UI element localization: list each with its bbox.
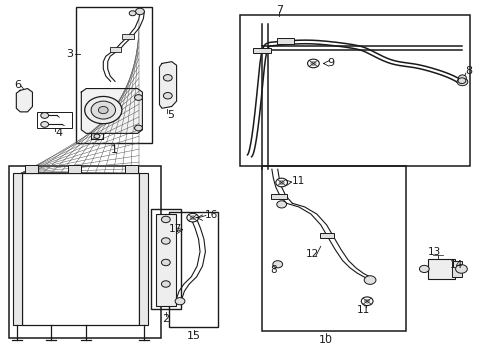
- Bar: [9, 166, 161, 338]
- Text: 16: 16: [205, 210, 219, 220]
- Circle shape: [163, 93, 172, 99]
- Bar: [452, 261, 463, 277]
- Circle shape: [419, 265, 429, 273]
- Circle shape: [129, 167, 135, 171]
- Text: 14: 14: [450, 260, 463, 270]
- Polygon shape: [81, 89, 143, 134]
- Bar: [169, 212, 218, 327]
- Text: 11: 11: [292, 176, 305, 186]
- Bar: [156, 214, 175, 306]
- Circle shape: [161, 216, 170, 223]
- Circle shape: [365, 299, 370, 303]
- Circle shape: [361, 297, 373, 306]
- Bar: [22, 173, 139, 325]
- Bar: [320, 233, 334, 238]
- Text: 3: 3: [67, 49, 74, 59]
- Bar: [76, 7, 152, 143]
- Text: 7: 7: [276, 5, 283, 15]
- Text: 9: 9: [327, 58, 334, 68]
- Text: 12: 12: [306, 248, 319, 258]
- Text: 1: 1: [111, 144, 118, 154]
- Text: 8: 8: [270, 265, 277, 275]
- Bar: [253, 48, 271, 53]
- Circle shape: [91, 101, 116, 119]
- Circle shape: [311, 62, 316, 66]
- Circle shape: [175, 298, 185, 305]
- Circle shape: [161, 281, 170, 287]
- Circle shape: [364, 276, 376, 284]
- Bar: [13, 173, 22, 325]
- Text: 13: 13: [428, 247, 441, 257]
- Circle shape: [277, 201, 287, 208]
- Circle shape: [135, 95, 143, 100]
- Circle shape: [41, 122, 49, 127]
- Polygon shape: [16, 89, 32, 112]
- Bar: [271, 194, 287, 199]
- Text: 11: 11: [357, 305, 370, 315]
- Circle shape: [456, 265, 467, 273]
- Text: 5: 5: [167, 111, 174, 121]
- Circle shape: [457, 78, 468, 86]
- Circle shape: [279, 181, 284, 184]
- Circle shape: [135, 125, 143, 131]
- Bar: [277, 39, 294, 44]
- Bar: [240, 15, 470, 166]
- Text: 15: 15: [187, 331, 201, 341]
- Circle shape: [161, 238, 170, 244]
- Bar: [125, 165, 139, 173]
- Circle shape: [459, 75, 466, 81]
- Bar: [37, 112, 72, 128]
- Text: 17: 17: [169, 225, 182, 234]
- Circle shape: [41, 113, 49, 118]
- Circle shape: [28, 167, 34, 171]
- Circle shape: [94, 134, 100, 138]
- Circle shape: [273, 261, 283, 268]
- Circle shape: [129, 11, 136, 16]
- Circle shape: [136, 8, 145, 15]
- Circle shape: [72, 167, 77, 171]
- Text: 10: 10: [318, 334, 333, 345]
- Circle shape: [161, 259, 170, 266]
- Text: 6: 6: [14, 80, 21, 90]
- Polygon shape: [159, 62, 176, 108]
- Bar: [151, 209, 180, 309]
- Circle shape: [187, 213, 198, 222]
- Circle shape: [308, 59, 319, 68]
- Circle shape: [85, 96, 122, 124]
- Bar: [24, 165, 38, 173]
- Text: 4: 4: [56, 129, 63, 138]
- Bar: [139, 173, 148, 325]
- Bar: [122, 34, 134, 39]
- Bar: [428, 259, 455, 279]
- Circle shape: [98, 107, 108, 114]
- Bar: [262, 166, 406, 330]
- Circle shape: [276, 178, 288, 187]
- Text: 2: 2: [162, 314, 170, 324]
- Circle shape: [190, 216, 196, 220]
- Bar: [110, 46, 122, 51]
- Circle shape: [458, 78, 466, 84]
- Bar: [68, 165, 81, 173]
- Circle shape: [163, 75, 172, 81]
- Text: 8: 8: [465, 66, 472, 76]
